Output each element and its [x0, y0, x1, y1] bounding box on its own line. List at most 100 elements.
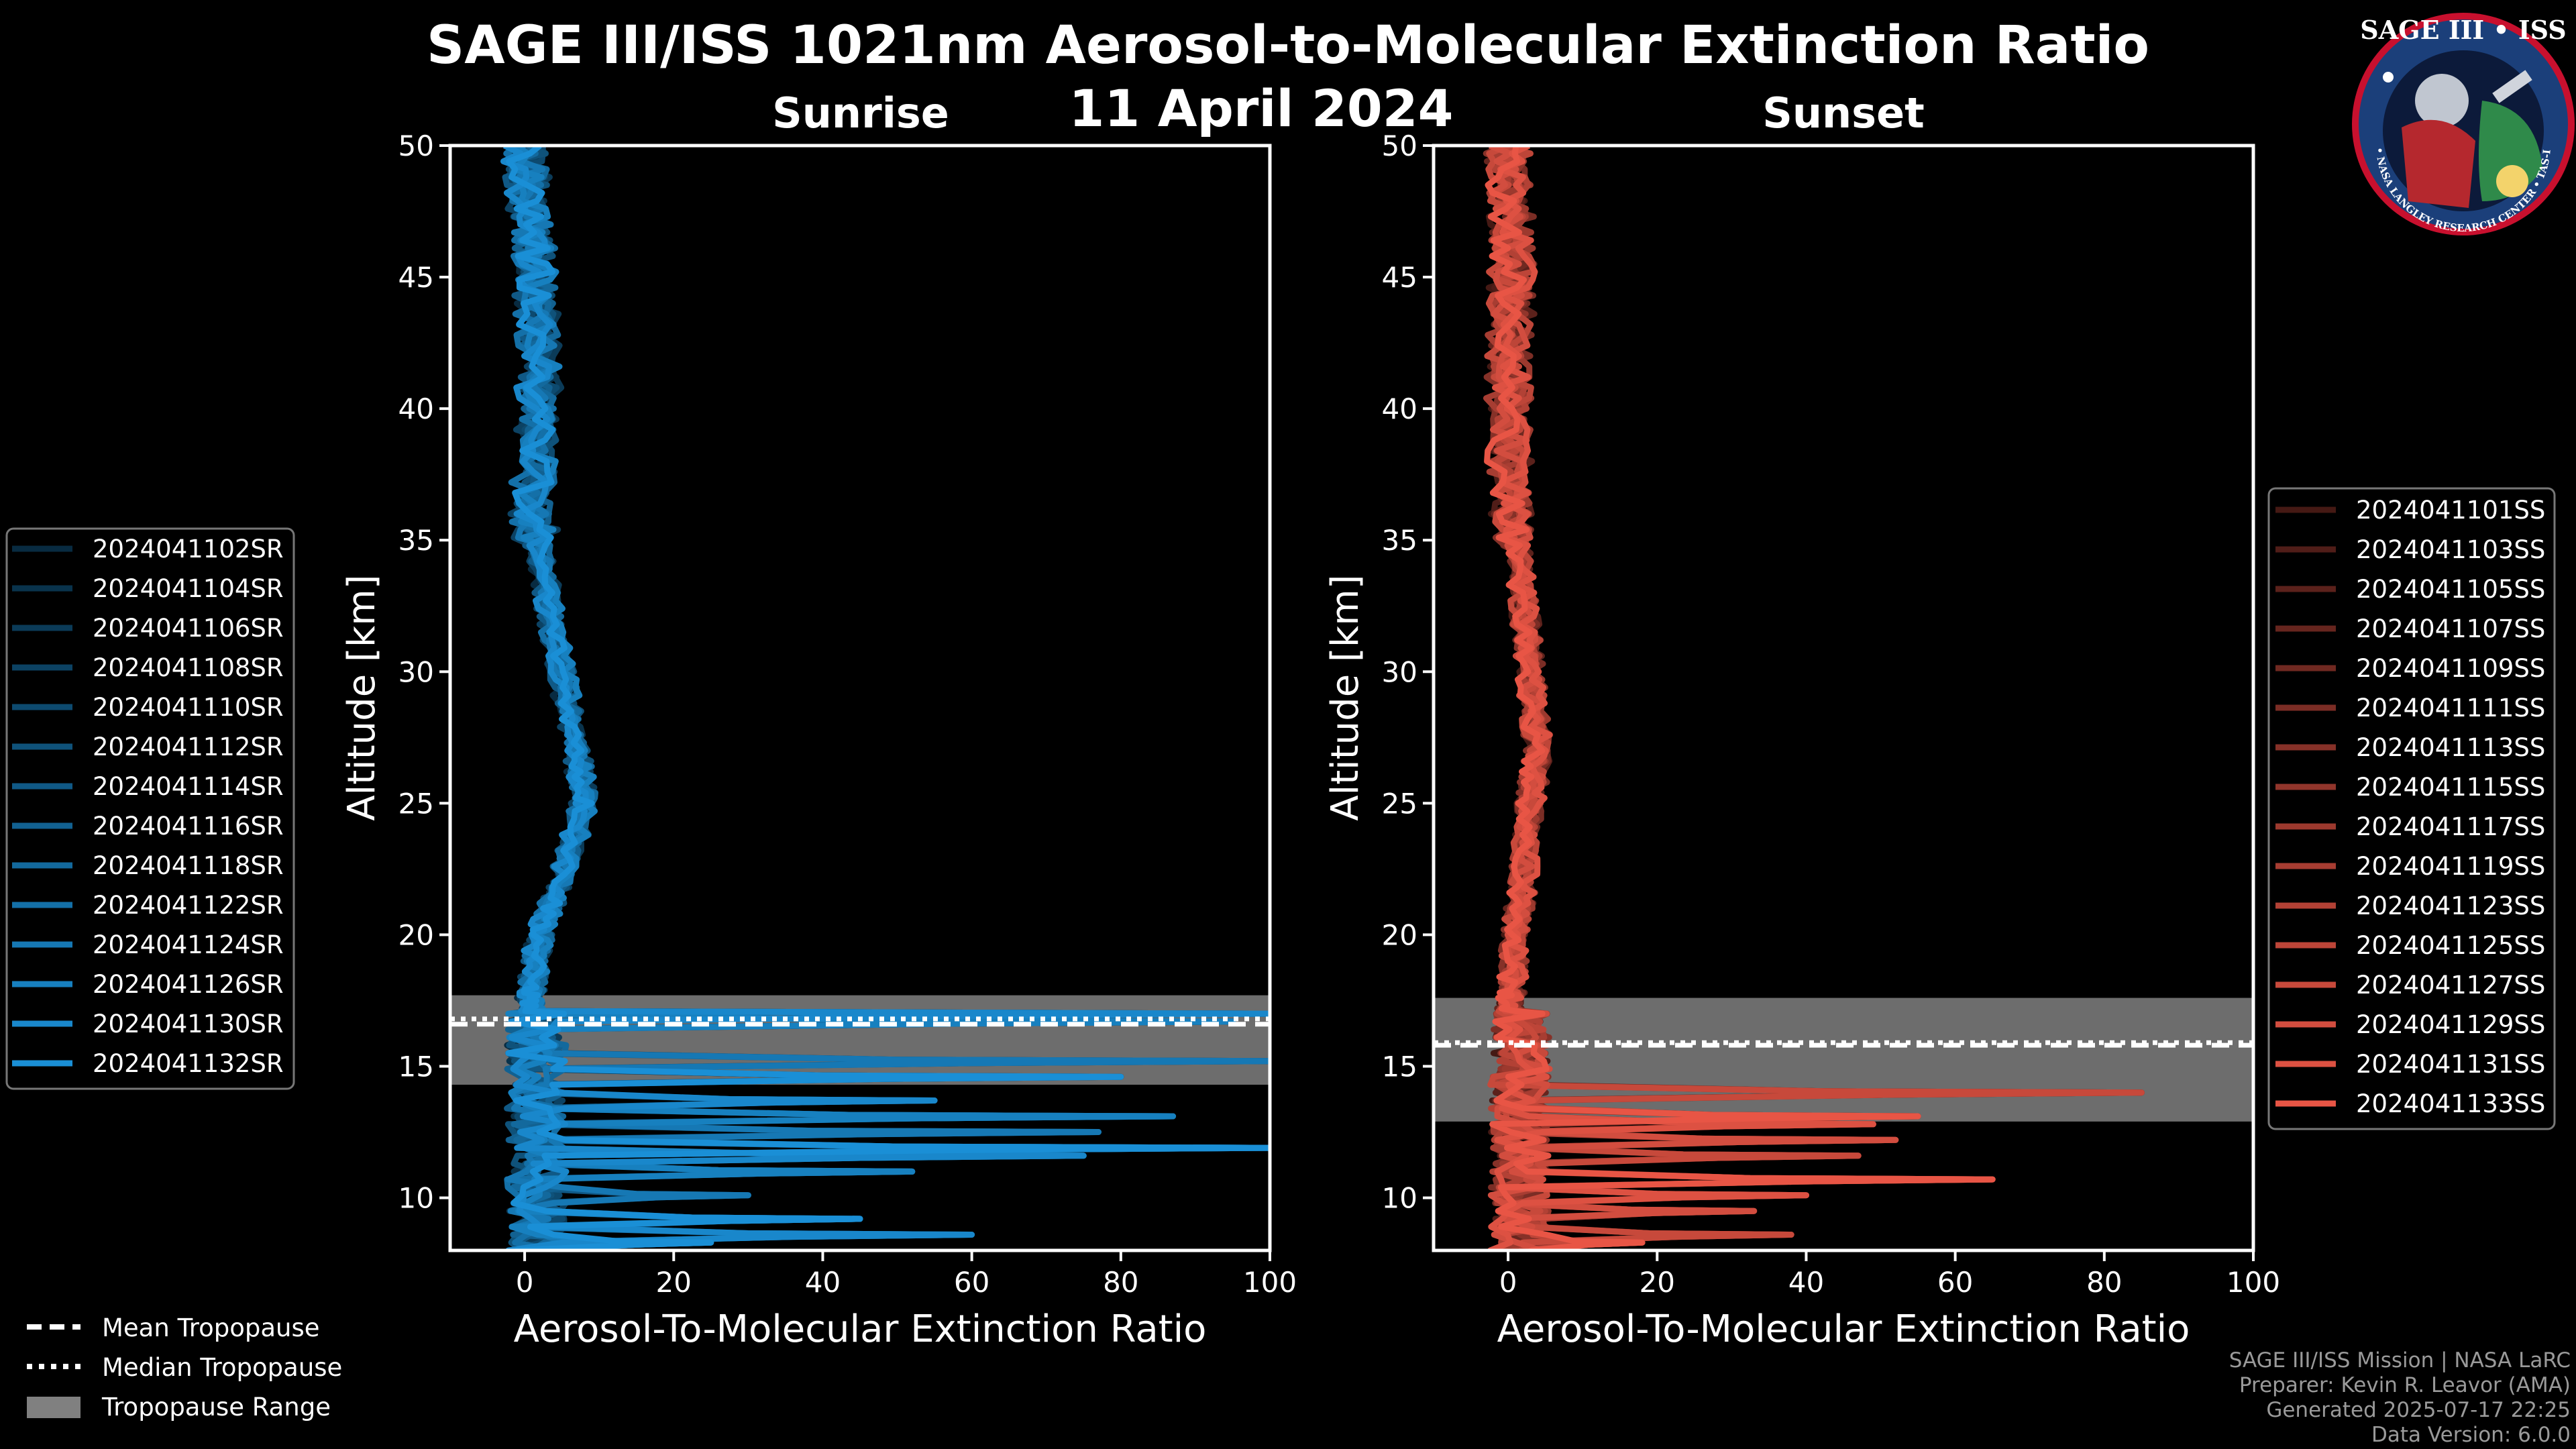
x-tick-label: 100 [1243, 1266, 1297, 1299]
sunset-legend: 2024041101SS 2024041103SS 2024041105SS 2024… [2267, 487, 2556, 1130]
legend-entry-label: 2024041127SS [2356, 971, 2545, 1000]
profile-line [1484, 146, 1996, 1250]
y-tick-label: 25 [1382, 787, 1417, 820]
sunrise-x-label: Aerosol-To-Molecular Extinction Ratio [514, 1307, 1207, 1351]
credit-line: Generated 2025-07-17 22:25 [2266, 1398, 2571, 1422]
legend-entry-label: 2024041113SS [2356, 733, 2545, 762]
figure-date: 11 April 2024 [1069, 78, 1453, 138]
y-tick-label: 10 [398, 1182, 434, 1215]
legend-entry-label: 2024041103SS [2356, 535, 2545, 564]
y-tick-label: 35 [398, 524, 434, 557]
legend-entry-label: 2024041126SR [93, 970, 284, 999]
sunrise-tropopause-lines [450, 1016, 1270, 1027]
x-tick-label: 20 [1640, 1266, 1675, 1299]
legend-entry-label: 2024041131SS [2356, 1050, 2545, 1079]
credit-line: Preparer: Kevin R. Leavor (AMA) [2239, 1373, 2571, 1397]
y-tick-label: 50 [1382, 129, 1417, 162]
tropopause-legend: Mean Tropopause Median Tropopause Tropop… [27, 1313, 342, 1421]
legend-entry-label: 2024041129SS [2356, 1010, 2545, 1039]
legend-entry-label: 2024041109SS [2356, 654, 2545, 683]
legend-entry-label: 2024041114SR [93, 772, 284, 801]
sunset-panel-title: Sunset [1762, 89, 1925, 138]
y-tick-label: 10 [1382, 1182, 1417, 1215]
x-tick-label: 60 [954, 1266, 989, 1299]
sunrise-legend: 2024041102SR 2024041104SR 2024041106SR 2024… [5, 527, 295, 1090]
x-tick-label: 0 [1499, 1266, 1517, 1299]
legend-entry-label: 2024041107SS [2356, 614, 2545, 643]
logo-figure-robe [2402, 119, 2475, 208]
logo-station [2492, 70, 2532, 103]
y-tick-label: 15 [398, 1051, 434, 1083]
y-tick-label: 30 [1382, 655, 1417, 688]
y-tick-label: 25 [398, 787, 434, 820]
x-tick-label: 60 [1937, 1266, 1973, 1299]
sunrise-legend-box [5, 527, 295, 1090]
y-tick-label: 40 [1382, 392, 1417, 425]
sunset-y-label: Altitude [km] [1324, 574, 1367, 820]
legend-entry-label: 2024041104SR [93, 574, 284, 603]
legend-entry-label: 2024041112SR [93, 733, 284, 761]
profile-line [1487, 146, 1876, 1250]
y-tick-label: 30 [398, 655, 434, 688]
legend-entry-label: 2024041111SS [2356, 694, 2545, 722]
y-tick-label: 35 [1382, 524, 1417, 557]
logo-title: SAGE III • ISS [2360, 15, 2566, 45]
sunset-ticks: 0 20 40 60 80 100 10 15 20 25 30 35 40 45 50 [1382, 129, 2281, 1299]
median-tropopause-label: Median Tropopause [102, 1353, 342, 1382]
x-tick-label: 40 [1788, 1266, 1824, 1299]
credits: SAGE III/ISS Mission | NASA LaRC Prepare… [2229, 1348, 2571, 1447]
legend-entry-label: 2024041130SR [93, 1010, 284, 1038]
y-tick-label: 45 [398, 261, 434, 294]
credit-line: Data Version: 6.0.0 [2371, 1423, 2571, 1447]
x-tick-label: 80 [1103, 1266, 1138, 1299]
legend-entry-label: 2024041110SR [93, 693, 284, 722]
legend-entry-label: 2024041108SR [93, 653, 284, 682]
x-tick-label: 0 [516, 1266, 534, 1299]
x-tick-label: 80 [2086, 1266, 2122, 1299]
sunrise-y-label: Altitude [km] [340, 574, 384, 820]
legend-entry-label: 2024041133SS [2356, 1089, 2545, 1118]
legend-entry-label: 2024041124SR [93, 930, 284, 959]
profile-line [505, 146, 1270, 1250]
legend-entry-label: 2024041105SS [2356, 575, 2545, 604]
sunset-x-label: Aerosol-To-Molecular Extinction Ratio [1497, 1307, 2190, 1351]
sunset-profiles [1483, 146, 2145, 1250]
legend-entry-label: 2024041125SS [2356, 931, 2545, 960]
y-tick-label: 20 [398, 918, 434, 951]
mean-tropopause-label: Mean Tropopause [102, 1313, 320, 1342]
credit-line: SAGE III/ISS Mission | NASA LaRC [2229, 1348, 2571, 1373]
y-tick-label: 20 [1382, 918, 1417, 951]
sunset-legend-box [2267, 487, 2556, 1130]
sunset-axes-frame [1432, 144, 2255, 1252]
logo-star [2383, 72, 2394, 83]
legend-entry-label: 2024041132SR [93, 1049, 284, 1078]
sunset-panel: 0 20 40 60 80 100 10 15 20 25 30 35 40 45 50 Aerosol-T… [1324, 129, 2280, 1351]
sunrise-panel-title: Sunrise [772, 89, 949, 138]
figure-title: SAGE III/ISS 1021nm Aerosol-to-Molecular… [427, 15, 2149, 76]
sunrise-panel: 0 20 40 60 80 100 10 15 20 25 30 35 40 45 50 Aerosol-T… [340, 129, 1297, 1351]
legend-entry-label: 2024041117SS [2356, 812, 2545, 841]
y-tick-label: 40 [398, 392, 434, 425]
tropopause-range-label: Tropopause Range [101, 1393, 331, 1421]
x-tick-label: 100 [2226, 1266, 2280, 1299]
x-tick-label: 20 [656, 1266, 692, 1299]
legend-entry-label: 2024041119SS [2356, 852, 2545, 881]
sunset-tropopause-lines [1434, 1040, 2253, 1048]
x-tick-label: 40 [805, 1266, 841, 1299]
legend-entry-label: 2024041106SR [93, 614, 284, 643]
legend-entry-label: 2024041122SR [93, 891, 284, 920]
legend-entry-label: 2024041101SS [2356, 496, 2545, 525]
y-tick-label: 50 [398, 129, 434, 162]
tropopause-range-swatch [27, 1397, 80, 1418]
sunrise-profiles [500, 146, 1270, 1250]
legend-entry-label: 2024041123SS [2356, 892, 2545, 920]
y-tick-label: 15 [1382, 1051, 1417, 1083]
legend-entry-label: 2024041102SR [93, 535, 284, 564]
sunrise-axes-frame [448, 144, 1272, 1252]
logo-figure-head [2415, 74, 2469, 127]
logo-sun [2496, 165, 2528, 197]
y-tick-label: 45 [1382, 261, 1417, 294]
legend-entry-label: 2024041118SR [93, 851, 284, 880]
legend-entry-label: 2024041115SS [2356, 773, 2545, 802]
